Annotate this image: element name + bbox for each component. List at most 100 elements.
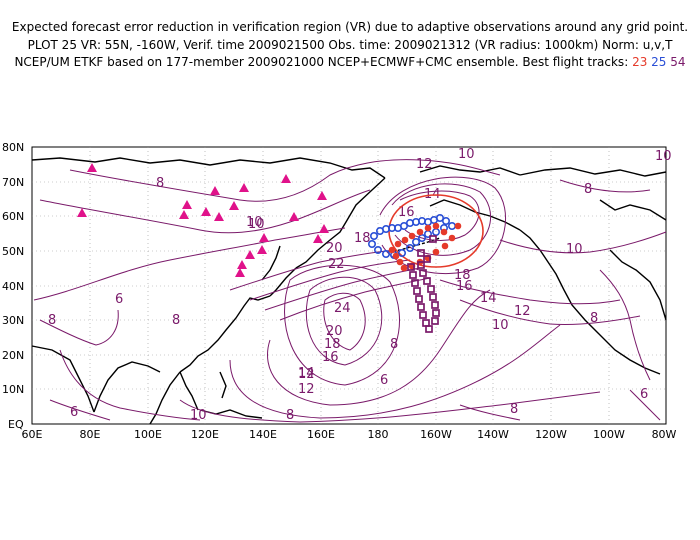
- track-point: [448, 234, 456, 242]
- ensemble-description: NCEP/UM ETKF based on 177-member 2009021…: [14, 55, 629, 69]
- lon-label: 140E: [249, 428, 277, 441]
- track-point: [401, 236, 409, 244]
- lon-label: 180: [368, 428, 389, 441]
- site-marker: [229, 201, 239, 210]
- track-point: [411, 279, 419, 287]
- coastlines: [31, 157, 667, 425]
- track-point: [429, 293, 437, 301]
- track-point: [388, 246, 396, 254]
- site-marker: [77, 208, 87, 217]
- track-point: [394, 240, 402, 248]
- track-23-label: 23: [632, 55, 648, 69]
- track-point: [419, 269, 427, 277]
- site-marker: [257, 245, 267, 254]
- plot-title-line-1: Expected forecast error reduction in ver…: [11, 20, 689, 34]
- contour-label: 14: [480, 291, 497, 306]
- track-point: [423, 277, 431, 285]
- contour-label: 8: [510, 402, 518, 417]
- track-point: [415, 295, 423, 303]
- track-point: [367, 240, 376, 249]
- contour-label: 12: [514, 304, 531, 319]
- contour-label: 18: [324, 337, 341, 352]
- lat-label: 60N: [2, 210, 24, 223]
- track-point: [441, 217, 450, 226]
- lon-label: 100W: [593, 428, 625, 441]
- track-point: [419, 311, 427, 319]
- track-point: [431, 301, 439, 309]
- site-marker: [201, 207, 211, 216]
- contour-label: 6: [640, 387, 648, 402]
- track-point: [381, 250, 390, 259]
- track-point: [396, 258, 404, 266]
- flight-track-54: [407, 235, 440, 333]
- contour-label: 10: [492, 318, 509, 333]
- contour-label: 16: [398, 205, 415, 220]
- contour-label: 6: [115, 292, 123, 307]
- site-marker: [214, 212, 224, 221]
- contour-label: 8: [390, 337, 398, 352]
- lon-label: 120W: [535, 428, 567, 441]
- graticule: [32, 147, 666, 424]
- track-point: [417, 249, 425, 257]
- track-point: [397, 249, 406, 258]
- contour-label: 8: [286, 408, 294, 423]
- site-marker: [179, 210, 189, 219]
- contour-label: 12: [298, 382, 315, 397]
- track-54-label: 54: [670, 55, 686, 69]
- contour-label: 8: [48, 313, 56, 328]
- track-point: [425, 325, 433, 333]
- track-point: [407, 263, 415, 271]
- contour-label: 16: [322, 350, 339, 365]
- track-point: [427, 285, 435, 293]
- track-point: [405, 244, 414, 253]
- track-point: [441, 242, 449, 250]
- site-marker: [182, 200, 192, 209]
- track-point: [424, 224, 432, 232]
- contour-label: 16: [456, 279, 473, 294]
- track-point: [432, 309, 440, 317]
- longitude-axis: 60E 80E 100E 120E 140E 160E 180 160W 140…: [22, 428, 677, 441]
- track-point: [411, 238, 420, 247]
- track-point: [429, 235, 437, 243]
- contour-label: 18: [454, 268, 471, 283]
- contours: [33, 159, 667, 423]
- contour-label: 10: [566, 242, 583, 257]
- contour-label: 20: [326, 241, 343, 256]
- contour-label: 18: [354, 231, 371, 246]
- lon-label: 80W: [652, 428, 677, 441]
- track-point: [431, 317, 439, 325]
- track-point: [413, 287, 421, 295]
- lat-label: 10N: [2, 383, 24, 396]
- contour-label: 10: [246, 215, 263, 230]
- site-marker: [317, 191, 327, 200]
- plot-title-line-3: NCEP/UM ETKF based on 177-member 2009021…: [0, 55, 700, 69]
- sounding-sites: [77, 163, 329, 277]
- site-marker: [289, 212, 299, 221]
- contour-label: 8: [172, 313, 180, 328]
- track-point: [399, 222, 408, 231]
- contour-label: 10: [458, 147, 475, 162]
- track-point: [409, 271, 417, 279]
- contour-label: 22: [328, 257, 345, 272]
- track-point: [373, 246, 382, 255]
- site-marker: [210, 186, 220, 195]
- site-marker: [259, 233, 269, 242]
- track-point: [416, 228, 424, 236]
- lon-label: 60E: [22, 428, 43, 441]
- lon-label: 160E: [307, 428, 335, 441]
- contour-label: 14: [298, 366, 315, 381]
- track-point: [392, 252, 400, 260]
- contour-labels: 10 12 8 10 14 16 18 20 22 24 20 18 16 14…: [48, 147, 672, 423]
- lon-label: 160W: [420, 428, 452, 441]
- contour-label: 6: [70, 405, 78, 420]
- track-point: [400, 264, 408, 272]
- lat-label: EQ: [8, 418, 24, 431]
- track-point: [432, 222, 440, 230]
- site-marker: [319, 224, 329, 233]
- site-marker: [239, 183, 249, 192]
- contour-label: 8: [590, 311, 598, 326]
- lon-label: 120E: [191, 428, 219, 441]
- contour-label: 6: [380, 373, 388, 388]
- site-marker: [281, 174, 291, 183]
- track-point: [417, 261, 425, 269]
